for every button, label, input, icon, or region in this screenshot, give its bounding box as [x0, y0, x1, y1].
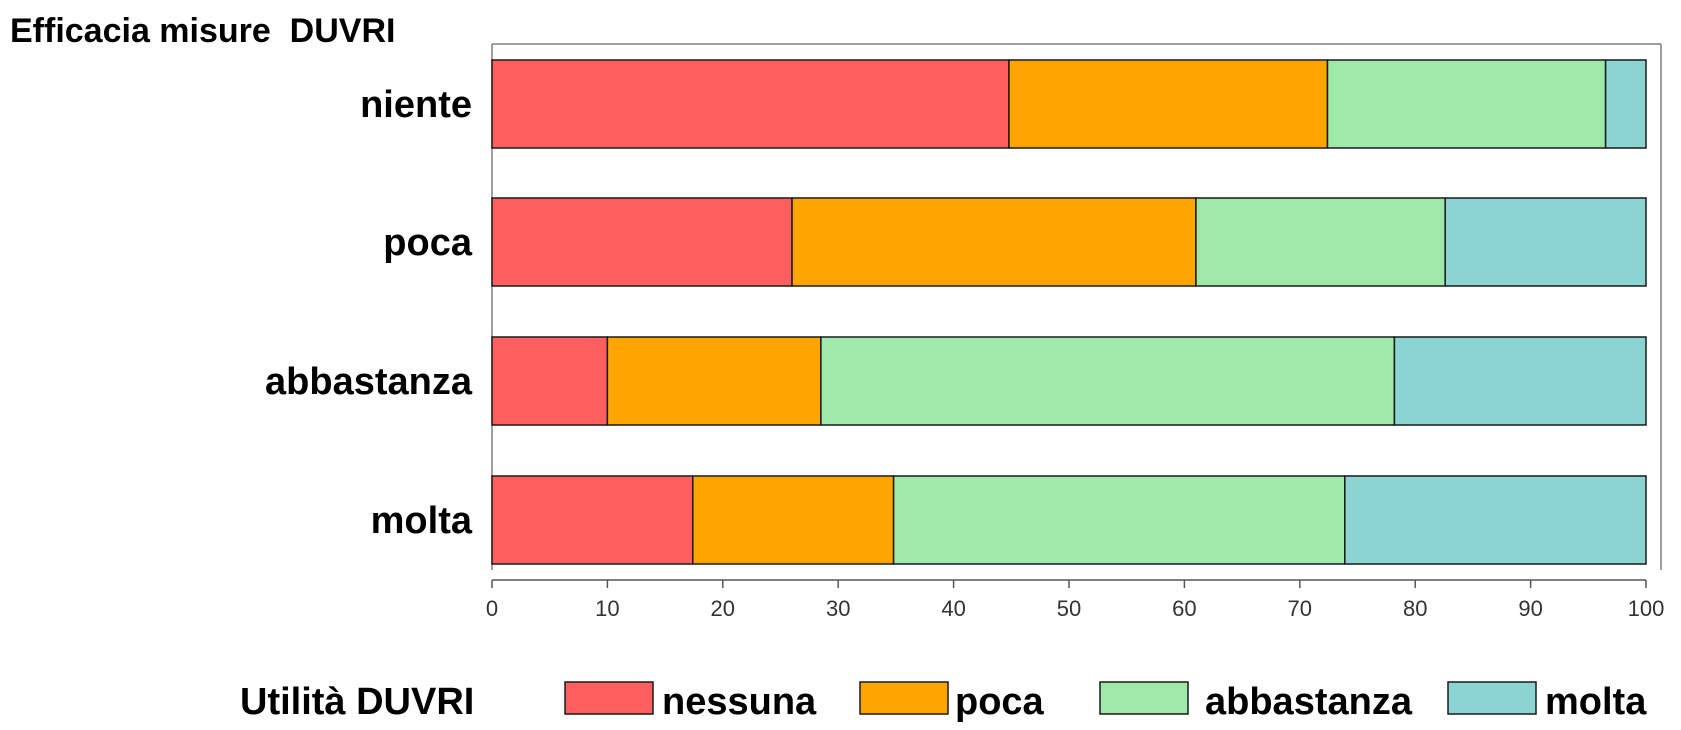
- legend-label: poca: [955, 681, 1045, 723]
- x-tick-label: 80: [1403, 596, 1427, 621]
- legend-swatch: [1099, 681, 1189, 715]
- category-label: poca: [383, 222, 473, 264]
- bar-segment: [1195, 197, 1446, 287]
- x-tick-label: 40: [941, 596, 965, 621]
- x-tick-label: 10: [595, 596, 619, 621]
- bar-segment: [606, 336, 822, 426]
- bar-segment: [692, 475, 895, 565]
- bar-segment: [491, 197, 793, 287]
- legend-label: abbastanza: [1205, 681, 1413, 723]
- x-tick-label: 0: [486, 596, 498, 621]
- bar-segment: [491, 59, 1010, 149]
- legend-title: Utilità DUVRI: [240, 681, 474, 723]
- bar-segment: [1326, 59, 1607, 149]
- bar-segment: [491, 336, 609, 426]
- x-tick-label: 20: [711, 596, 735, 621]
- bar-segment: [1444, 197, 1647, 287]
- legend-label: nessuna: [662, 681, 817, 723]
- bar-segment: [791, 197, 1197, 287]
- legend-swatch: [564, 681, 654, 715]
- x-axis: 0 10 20 30 40 50 60 70 80 90 100: [486, 579, 1665, 621]
- bar-segment: [1393, 336, 1647, 426]
- x-tick-label: 100: [1628, 596, 1665, 621]
- x-tick-label: 60: [1172, 596, 1196, 621]
- category-label: niente: [360, 84, 472, 126]
- bar-segment: [1008, 59, 1329, 149]
- x-tick-label: 90: [1518, 596, 1542, 621]
- legend-label: molta: [1545, 681, 1647, 723]
- bar-segment: [1604, 59, 1647, 149]
- chart-title: Efficacia misure DUVRI: [10, 12, 395, 50]
- x-tick-label: 70: [1288, 596, 1312, 621]
- legend: Utilità DUVRI nessuna poca abbastanza molta: [240, 681, 1647, 723]
- bar-segment: [491, 475, 694, 565]
- legend-swatch: [1447, 681, 1537, 715]
- bar-segment: [820, 336, 1396, 426]
- legend-swatch: [859, 681, 949, 715]
- x-tick-label: 30: [826, 596, 850, 621]
- bar-segment: [1344, 475, 1647, 565]
- x-tick-label: 50: [1057, 596, 1081, 621]
- bar-segment: [892, 475, 1346, 565]
- category-labels: niente poca abbastanza molta: [265, 84, 473, 542]
- bars: [491, 59, 1647, 565]
- category-label: abbastanza: [265, 361, 473, 403]
- category-label: molta: [371, 500, 473, 542]
